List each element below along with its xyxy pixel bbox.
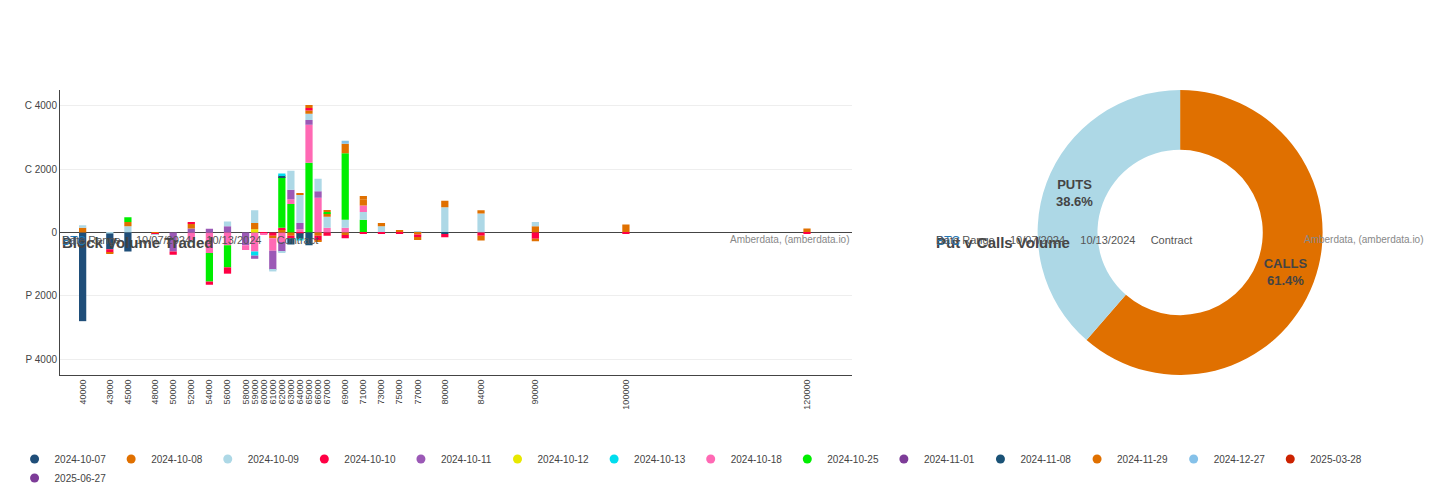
svg-text:2024-10-25: 2024-10-25 [827,454,879,465]
svg-text:Amberdata, (amberdata.io): Amberdata, (amberdata.io) [730,234,850,245]
svg-text:60000: 60000 [259,380,269,405]
svg-text:52000: 52000 [186,380,196,405]
svg-text:2024-10-18: 2024-10-18 [731,454,783,465]
svg-text:43000: 43000 [105,380,115,405]
svg-text:73000: 73000 [376,380,386,405]
svg-text:120000: 120000 [802,380,812,410]
svg-text:BTC: BTC [936,234,960,248]
svg-text:2025-06-27: 2025-06-27 [55,473,107,484]
svg-text:54000: 54000 [204,380,214,405]
svg-text:2024-10-11: 2024-10-11 [441,454,492,465]
svg-text:90000: 90000 [530,380,540,405]
svg-text:2024-10-13: 2024-10-13 [634,454,686,465]
svg-text:2024-11-29: 2024-11-29 [1117,454,1168,465]
svg-text:2024-11-08: 2024-11-08 [1020,454,1071,465]
svg-text:100000: 100000 [621,380,631,410]
svg-text:C 4000: C 4000 [25,100,58,111]
svg-text:2024-10-08: 2024-10-08 [151,454,203,465]
svg-text:CALLS61.4%: CALLS61.4% [1264,256,1308,288]
svg-text:80000: 80000 [440,380,450,405]
svg-text:67000: 67000 [322,380,332,405]
svg-text:65000: 65000 [304,380,314,405]
svg-text:2024-10-07: 2024-10-07 [55,454,107,465]
svg-text:2024-10-12: 2024-10-12 [538,454,590,465]
svg-text:63000: 63000 [286,380,296,405]
svg-text:C 2000: C 2000 [25,164,58,175]
svg-text:48000: 48000 [150,380,160,405]
svg-text:84000: 84000 [476,380,486,405]
svg-text:66000: 66000 [313,380,323,405]
svg-text:61000: 61000 [268,380,278,405]
svg-text:BTC: BTC [62,234,86,248]
svg-text:Block Volume Traded: Block Volume Traded [62,234,213,251]
svg-text:58000: 58000 [241,380,251,405]
svg-text:69000: 69000 [340,380,350,405]
svg-text:71000: 71000 [358,380,368,405]
svg-text:PUTS38.6%: PUTS38.6% [1056,177,1093,209]
svg-text:77000: 77000 [413,380,423,405]
svg-text:45000: 45000 [123,380,133,405]
svg-text:P 2000: P 2000 [25,290,57,301]
svg-text:50000: 50000 [168,380,178,405]
svg-text:62000: 62000 [277,380,287,405]
svg-text:64000: 64000 [295,380,305,405]
svg-text:0: 0 [51,227,57,238]
svg-text:2024-10-09: 2024-10-09 [248,454,300,465]
svg-text:P 4000: P 4000 [25,354,57,365]
svg-text:Put v Calls Volume: Put v Calls Volume [936,234,1070,251]
svg-text:56000: 56000 [222,380,232,405]
svg-text:40000: 40000 [78,380,88,405]
svg-text:2024-10-10: 2024-10-10 [344,454,396,465]
svg-text:2024-12-27: 2024-12-27 [1214,454,1266,465]
svg-text:Date Range 10/07/2024: Date Range 10/07/2024 10/13/2024 Contrac… [936,234,1192,246]
svg-text:2024-11-01: 2024-11-01 [924,454,975,465]
svg-text:75000: 75000 [394,380,404,405]
svg-text:Date Range 10/07/2024: Date Range 10/07/2024 10/13/2024 Contrac… [62,234,318,246]
svg-text:59000: 59000 [250,380,260,405]
svg-text:2025-03-28: 2025-03-28 [1310,454,1362,465]
svg-text:Amberdata, (amberdata.io): Amberdata, (amberdata.io) [1304,234,1424,245]
